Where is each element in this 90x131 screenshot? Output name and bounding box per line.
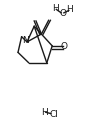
Text: Cl: Cl bbox=[49, 110, 58, 119]
Text: H: H bbox=[66, 5, 73, 14]
Text: H: H bbox=[41, 108, 48, 116]
Text: O: O bbox=[59, 9, 66, 18]
Text: O: O bbox=[60, 42, 67, 51]
Text: N: N bbox=[22, 36, 29, 45]
Text: H: H bbox=[52, 4, 59, 13]
